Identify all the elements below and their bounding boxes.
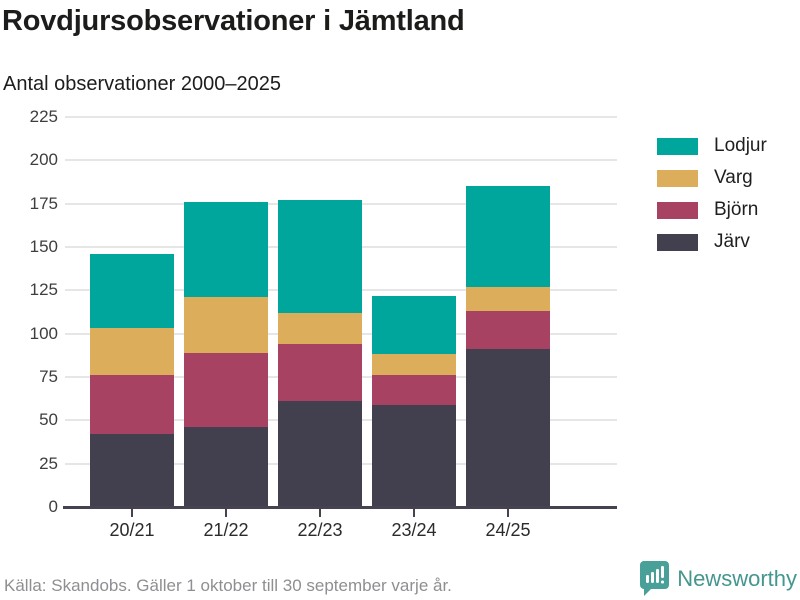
bar-segment-järv-22-23 bbox=[278, 401, 362, 507]
bar-segment-järv-21-22 bbox=[184, 427, 268, 507]
y-tick-label: 75 bbox=[39, 367, 58, 386]
bar-segment-varg-20-21 bbox=[90, 328, 174, 376]
x-tick-label: 23/24 bbox=[391, 520, 437, 540]
chart-subtitle: Antal observationer 2000–2025 bbox=[3, 73, 281, 95]
bar-segment-varg-21-22 bbox=[184, 297, 268, 353]
y-tick-label: 150 bbox=[29, 237, 58, 256]
x-axis-tick bbox=[131, 509, 133, 517]
x-axis-tick bbox=[225, 509, 227, 517]
chart-title: Rovdjursobservationer i Jämtland bbox=[2, 5, 465, 37]
bar-segment-lodjur-21-22 bbox=[184, 201, 268, 298]
newsworthy-logo: Newsworthy bbox=[639, 560, 797, 597]
y-tick-label: 125 bbox=[29, 280, 58, 300]
bar-segment-lodjur-24-25 bbox=[466, 186, 550, 287]
gridline bbox=[65, 116, 617, 118]
source-note: Källa: Skandobs. Gäller 1 oktober till 3… bbox=[4, 576, 452, 595]
y-tick-label: 50 bbox=[39, 410, 58, 430]
y-tick-label: 225 bbox=[29, 107, 58, 126]
bar-segment-varg-22-23 bbox=[278, 312, 362, 345]
x-tick-label: 22/23 bbox=[297, 520, 343, 540]
x-tick-label: 21/22 bbox=[203, 520, 249, 540]
bar-segment-lodjur-22-23 bbox=[278, 200, 362, 313]
legend-label: Järv bbox=[714, 231, 750, 252]
bar-segment-järv-24-25 bbox=[466, 349, 550, 507]
legend: Lodjur Varg Björn Järv bbox=[657, 135, 767, 263]
y-tick-label: 175 bbox=[29, 193, 58, 213]
legend-item-varg: Varg bbox=[657, 167, 767, 189]
legend-swatch-varg bbox=[657, 169, 698, 187]
x-axis-tick bbox=[413, 509, 415, 517]
bar-segment-lodjur-20-21 bbox=[90, 253, 174, 329]
x-axis-line bbox=[63, 506, 617, 509]
y-tick-label: 25 bbox=[39, 453, 58, 473]
newsworthy-icon bbox=[640, 561, 670, 596]
x-axis-tick bbox=[507, 509, 509, 517]
bar-segment-björn-21-22 bbox=[184, 352, 268, 428]
legend-swatch-järv bbox=[657, 233, 698, 251]
y-tick-label: 100 bbox=[29, 323, 58, 343]
legend-item-björn: Björn bbox=[657, 199, 767, 221]
bar-segment-lodjur-23-24 bbox=[372, 295, 456, 355]
x-tick-label: 24/25 bbox=[485, 520, 531, 540]
y-tick-label: 200 bbox=[29, 150, 58, 170]
legend-item-lodjur: Lodjur bbox=[657, 135, 767, 157]
x-tick-label: 20/21 bbox=[109, 520, 155, 540]
bar-segment-varg-24-25 bbox=[466, 286, 550, 312]
x-axis-tick bbox=[319, 509, 321, 517]
bar-segment-björn-23-24 bbox=[372, 375, 456, 405]
legend-label: Björn bbox=[714, 199, 759, 220]
bar-segment-varg-23-24 bbox=[372, 354, 456, 376]
legend-swatch-björn bbox=[657, 201, 698, 219]
bar-segment-björn-24-25 bbox=[466, 311, 550, 350]
bar-segment-björn-20-21 bbox=[90, 375, 174, 435]
legend-label: Lodjur bbox=[714, 135, 767, 156]
y-tick-label: 0 bbox=[48, 497, 58, 516]
legend-swatch-lodjur bbox=[657, 137, 698, 155]
bar-segment-järv-23-24 bbox=[372, 404, 456, 507]
bar-segment-björn-22-23 bbox=[278, 344, 362, 402]
legend-label: Varg bbox=[714, 167, 753, 188]
bar-segment-järv-20-21 bbox=[90, 434, 174, 507]
legend-item-järv: Järv bbox=[657, 231, 767, 253]
newsworthy-wordmark: Newsworthy bbox=[677, 565, 797, 591]
gridline bbox=[65, 159, 617, 162]
